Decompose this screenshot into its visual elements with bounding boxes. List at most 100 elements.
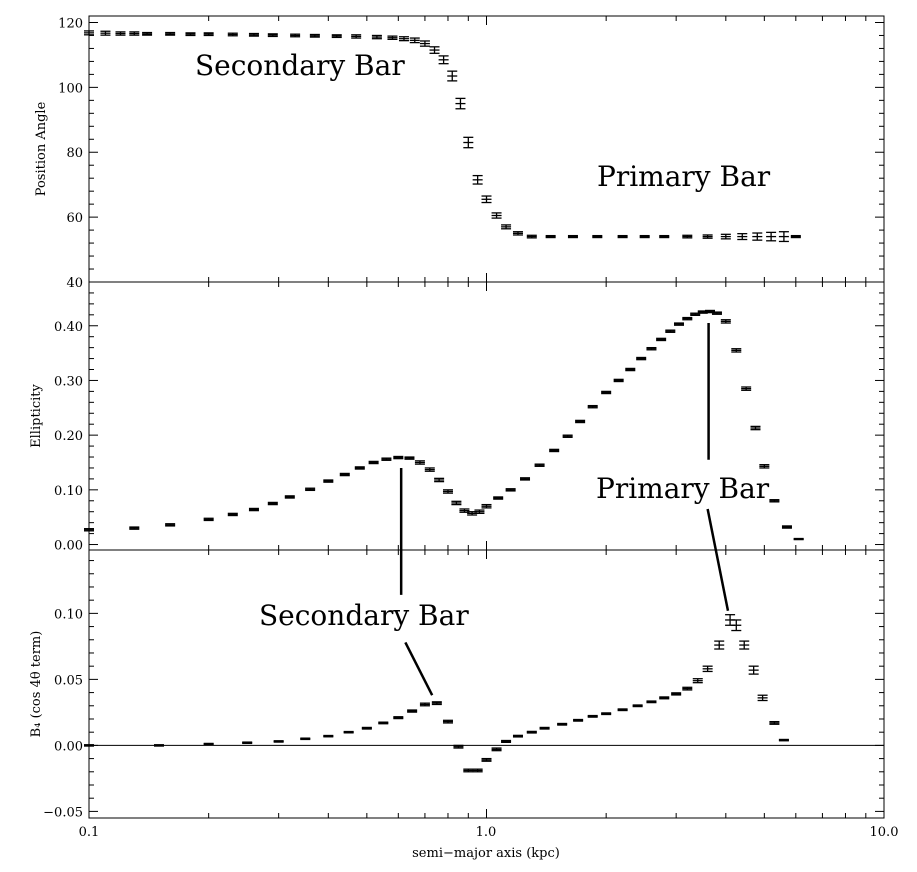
data-point — [481, 195, 492, 204]
data-point — [248, 32, 259, 37]
data-point — [409, 37, 420, 44]
data-point — [731, 348, 742, 353]
data-point — [472, 768, 483, 773]
data-point — [387, 35, 398, 41]
data-point — [512, 734, 523, 738]
data-point — [636, 356, 647, 361]
y-tick-label: 120 — [58, 16, 83, 31]
data-point — [557, 722, 568, 726]
data-point — [573, 718, 584, 722]
chart-marks: 40 60 80 100 120 0.00 0.10 0.20 0.30 0.40 −0.05 0.0… — [43, 16, 885, 820]
data-point — [587, 404, 598, 409]
data-point — [665, 329, 676, 333]
data-point — [474, 509, 485, 515]
data-point — [545, 234, 556, 239]
data-point — [129, 31, 140, 36]
data-point — [248, 507, 259, 512]
data-point — [491, 212, 502, 219]
annotation-primary-bar-mid: Primary Bar — [596, 472, 770, 505]
data-point — [165, 523, 176, 527]
data-point — [442, 719, 453, 724]
data-point — [368, 460, 379, 465]
data-point — [639, 234, 650, 239]
data-point — [481, 757, 492, 762]
data-point — [442, 489, 453, 494]
data-point — [203, 32, 214, 37]
data-point — [227, 32, 238, 37]
data-point — [463, 768, 474, 773]
data-point — [741, 386, 752, 391]
data-point — [739, 640, 750, 650]
data-point — [165, 31, 176, 36]
data-point — [414, 460, 425, 465]
y-tick-label: 0.05 — [54, 673, 83, 688]
data-point — [587, 714, 598, 718]
y-tick-label: 0.30 — [54, 374, 83, 389]
data-point — [129, 526, 140, 530]
data-point — [793, 537, 804, 541]
data-point — [84, 528, 94, 532]
data-point — [447, 70, 458, 82]
data-point — [752, 232, 763, 241]
data-point — [659, 696, 670, 700]
y-tick-label: 80 — [66, 146, 83, 161]
data-point — [424, 467, 435, 472]
data-point — [407, 709, 418, 713]
data-point — [682, 316, 693, 321]
data-point — [419, 40, 430, 47]
data-point — [714, 640, 725, 650]
data-point — [682, 234, 693, 239]
data-point — [378, 721, 389, 725]
data-point — [601, 712, 612, 716]
data-point — [632, 704, 643, 708]
data-point — [371, 34, 382, 40]
x-axis-title: semi−major axis (kpc) — [412, 846, 560, 861]
data-point — [720, 233, 731, 240]
y-tick-label: 0.00 — [54, 539, 83, 554]
position-angle-axis-title: Position Angle — [34, 101, 49, 196]
data-point — [781, 525, 792, 529]
data-point — [242, 741, 253, 745]
x-tick-label: 10.0 — [870, 825, 899, 840]
annotation-primary-bar-top: Primary Bar — [597, 160, 771, 193]
data-point — [520, 477, 531, 481]
data-point — [431, 701, 442, 706]
data-point — [592, 234, 603, 239]
data-point — [617, 234, 628, 239]
y-tick-label: 0.10 — [54, 484, 83, 499]
ellipticity-panel-frame — [88, 281, 885, 551]
data-point — [534, 463, 545, 467]
y-tick-label: 60 — [66, 211, 83, 226]
data-point — [455, 97, 466, 110]
annotation-connector-line — [706, 508, 730, 611]
data-point — [343, 730, 354, 734]
data-point — [750, 425, 761, 431]
data-point — [757, 694, 768, 702]
data-point — [203, 742, 214, 746]
data-point — [290, 33, 301, 38]
annotation-secondary-bar-bottom: Secondary Bar — [259, 599, 469, 632]
y-tick-label: 0.40 — [54, 320, 83, 335]
data-point — [491, 747, 502, 752]
ellipticity-axis-title: Ellipticity — [29, 384, 44, 448]
data-point — [505, 488, 516, 492]
data-point — [429, 46, 440, 54]
data-point — [305, 487, 316, 492]
data-point — [115, 31, 126, 36]
x-tick-label: 0.1 — [79, 825, 100, 840]
data-point — [562, 434, 573, 438]
data-point — [267, 501, 278, 506]
data-point — [339, 472, 350, 477]
data-point — [539, 726, 550, 730]
data-point — [646, 700, 657, 704]
data-point — [720, 319, 731, 324]
data-point — [526, 730, 537, 734]
data-point — [692, 678, 703, 684]
data-point — [381, 457, 392, 461]
data-point — [567, 234, 578, 239]
data-point — [702, 665, 713, 673]
data-point — [100, 30, 111, 36]
data-point — [646, 346, 657, 351]
data-point — [354, 466, 365, 470]
